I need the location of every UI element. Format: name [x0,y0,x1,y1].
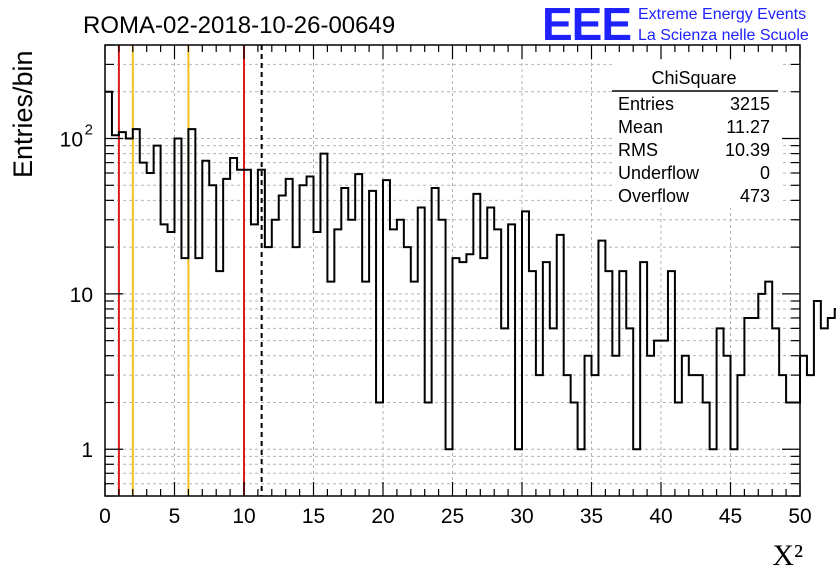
y-axis-label: Entries/bin [8,50,38,178]
x-tick-label: 5 [169,505,181,528]
x-tick-label: 0 [99,505,111,528]
x-tick-label: 25 [441,505,464,528]
eee-logo: EEE [542,0,631,50]
stats-value-overflow: 473 [740,186,770,206]
x-tick-label: 10 [232,505,255,528]
y-tick-label: 1 [81,439,93,462]
grid [105,45,800,496]
brand-line-2: La Scienza nelle Scuole [638,27,809,44]
histogram-line [105,90,836,451]
brand-line-1: Extreme Energy Events [638,6,806,23]
stats-label-entries: Entries [618,94,674,114]
stats-label-underflow: Underflow [618,163,700,183]
x-tick-label: 40 [649,505,672,528]
run-title: ROMA-02-2018-10-26-00649 [83,12,395,39]
stats-box: ChiSquare Entries 3215 Mean 11.27 RMS 10… [612,62,780,208]
histogram-steps [105,90,836,451]
y-tick-label: 10 [60,129,83,152]
stats-label-overflow: Overflow [618,186,690,206]
stats-value-underflow: 0 [760,163,770,183]
x-tick-label: 50 [788,505,811,528]
x-axis-label: X² [772,539,803,572]
y-tick-label: 10 [70,284,93,307]
x-tick-label: 30 [510,505,533,528]
stats-value-rms: 10.39 [725,140,770,160]
stats-label-rms: RMS [618,140,658,160]
x-tick-label: 20 [371,505,394,528]
x-tick-label: 45 [719,505,742,528]
x-tick-label: 35 [580,505,603,528]
stats-box-frame [612,62,780,208]
stats-value-entries: 3215 [730,94,770,114]
stats-box-name: ChiSquare [651,68,736,88]
stats-value-mean: 11.27 [726,117,770,137]
x-tick-label: 15 [302,505,325,528]
reference-lines [117,45,263,496]
stats-label-mean: Mean [618,117,663,137]
y-tick-label-exponent: 2 [85,122,93,139]
